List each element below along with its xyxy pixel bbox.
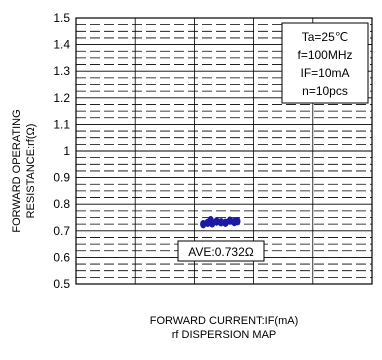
y-axis-label: FORWARD OPERATING RESISTANCE:rf(Ω) [11, 109, 37, 232]
y-tick-label: 0.9 [53, 171, 70, 185]
condition-sample-count: n=10pcs [302, 84, 348, 98]
y-tick-label: 1.1 [53, 117, 70, 131]
y-tick-labels: 1.5 1.4 1.3 1.2 1.1 1 0.9 0.8 0.7 0.6 0.5 [53, 11, 70, 291]
chart-caption: rf DISPERSION MAP [171, 329, 277, 341]
x-axis-label: FORWARD CURRENT:IF(mA) [149, 315, 299, 327]
data-point [207, 215, 214, 225]
y-tick-label: 0.6 [53, 250, 70, 264]
y-tick-label: 0.7 [53, 224, 70, 238]
data-point [234, 217, 241, 226]
condition-current: IF=10mA [300, 66, 349, 80]
y-tick-label: 0.8 [53, 197, 70, 211]
condition-frequency: f=100MHz [297, 48, 352, 62]
conditions-legend: Ta=25℃ f=100MHz IF=10mA n=10pcs [281, 22, 369, 104]
y-tick-label: 1.2 [53, 91, 70, 105]
data-points [200, 215, 241, 229]
y-tick-label: 1.3 [53, 64, 70, 78]
average-label: AVE:0.732Ω [188, 245, 253, 259]
plot-frame [75, 17, 373, 285]
y-tick-label: 0.5 [53, 277, 70, 291]
y-tick-label: 1 [63, 144, 70, 158]
y-tick-label: 1.5 [53, 11, 70, 25]
average-box: AVE:0.732Ω [177, 240, 265, 262]
y-axis-label-line-2: RESISTANCE:rf(Ω) [25, 124, 37, 219]
y-axis-label-line-1: FORWARD OPERATING [11, 109, 23, 232]
y-tick-label: 1.4 [53, 38, 70, 52]
condition-temp: Ta=25℃ [302, 30, 349, 44]
